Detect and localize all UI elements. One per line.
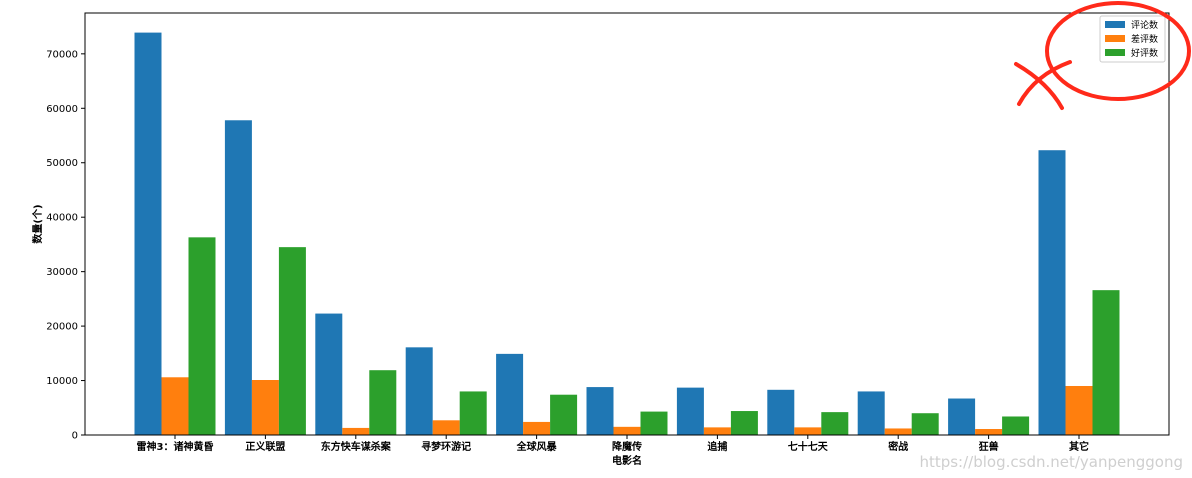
- bar-2-6: [613, 426, 641, 435]
- bar-1-10: [948, 398, 976, 435]
- bar-2-8: [794, 427, 822, 435]
- bar-1-3: [315, 313, 343, 435]
- y-tick-label: 60000: [46, 104, 78, 115]
- red-annotations: [1014, 1, 1191, 110]
- bar-2-7: [703, 427, 731, 435]
- x-tick-label: 狂兽: [979, 440, 999, 453]
- bar-3-6: [640, 411, 668, 435]
- bar-1-6: [586, 387, 614, 435]
- red-cross-stroke-1: [1014, 62, 1064, 110]
- legend-label: 好评数: [1131, 47, 1158, 59]
- bar-1-1: [134, 32, 162, 436]
- bar-1-11: [1038, 150, 1066, 435]
- x-tick-label: 正义联盟: [245, 440, 285, 453]
- red-circle-annotation: [1045, 1, 1191, 101]
- x-tick-label: 全球风暴: [516, 440, 558, 453]
- x-tick-label: 东方快车谋杀案: [321, 440, 392, 453]
- bar-1-4: [405, 347, 433, 435]
- bar-2-9: [884, 428, 912, 435]
- x-tick-label: 寻梦环游记: [421, 440, 471, 453]
- legend-swatch: [1105, 35, 1125, 42]
- bar-3-3: [369, 370, 397, 435]
- bar-3-8: [821, 412, 849, 435]
- y-tick-label: 0: [72, 431, 78, 442]
- y-tick-label: 40000: [46, 213, 78, 224]
- x-axis: 雷神3：诸神黄昏 正义联盟 东方快车谋杀案 寻梦环游记 全球风暴 降魔传 追捕 七十七天 密战 狂…: [137, 435, 1089, 453]
- bar-1-7: [676, 387, 704, 435]
- bar-3-1: [188, 237, 216, 435]
- y-axis: 0 10000 20000 30000 40000 50000 60000 70000: [46, 49, 85, 442]
- y-tick-label: 50000: [46, 158, 78, 169]
- bar-2-1: [161, 377, 189, 435]
- bar-2-3: [342, 427, 370, 435]
- x-tick-label: 雷神3：诸神黄昏: [137, 440, 214, 453]
- x-tick-label: 七十七天: [788, 440, 829, 453]
- x-tick-label: 密战: [888, 440, 908, 453]
- y-tick-label: 30000: [46, 267, 78, 278]
- bar-3-11: [1092, 290, 1120, 435]
- y-tick-label: 10000: [46, 376, 78, 387]
- x-tick-label: 其它: [1069, 440, 1089, 453]
- x-tick-label: 降魔传: [612, 440, 642, 453]
- legend-label: 评论数: [1131, 19, 1158, 31]
- bar-2-11: [1065, 385, 1093, 435]
- bar-3-9: [911, 413, 939, 435]
- y-axis-label: 数量(个): [31, 204, 44, 243]
- legend-label: 差评数: [1131, 33, 1158, 45]
- bar-3-10: [1002, 416, 1030, 435]
- bar-1-2: [224, 120, 252, 435]
- legend-swatch: [1105, 49, 1125, 56]
- bar-2-10: [975, 429, 1003, 435]
- bar-2-5: [523, 421, 551, 435]
- y-tick-label: 70000: [46, 49, 78, 60]
- y-tick-label: 20000: [46, 322, 78, 333]
- plot-frame: [84, 12, 1170, 436]
- bar-3-5: [550, 394, 578, 435]
- bar-1-8: [767, 389, 795, 435]
- bar-2-2: [251, 380, 279, 435]
- x-tick-label: 追捕: [707, 440, 727, 453]
- red-cross-stroke-2: [1017, 60, 1072, 106]
- legend-swatch: [1105, 21, 1125, 28]
- bar-3-4: [459, 391, 487, 435]
- bar-1-5: [496, 353, 524, 435]
- bar-3-7: [730, 411, 758, 435]
- bar-2-4: [432, 420, 460, 435]
- bar-3-2: [278, 247, 306, 435]
- watermark: https://blog.csdn.net/yanpenggong: [919, 453, 1183, 471]
- bar-1-9: [857, 391, 885, 435]
- bars-group: [134, 32, 1120, 436]
- x-axis-label: 电影名: [612, 454, 642, 467]
